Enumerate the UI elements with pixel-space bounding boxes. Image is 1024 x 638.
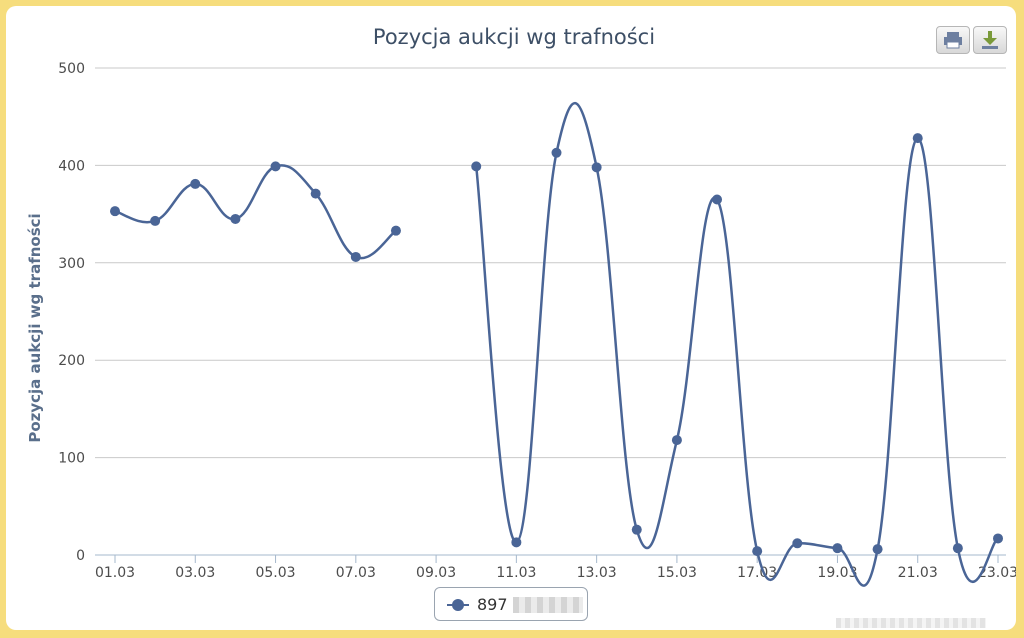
data-point[interactable] bbox=[993, 533, 1003, 544]
printer-icon bbox=[944, 32, 962, 49]
data-point[interactable] bbox=[270, 161, 281, 172]
series-points bbox=[110, 133, 1003, 557]
y-axis-label: Pozycja aukcji wg trafności bbox=[26, 213, 44, 442]
x-tick-label: 11.03 bbox=[496, 565, 536, 581]
data-point[interactable] bbox=[230, 213, 241, 224]
chart-credits-redacted bbox=[836, 618, 986, 628]
x-tick-label: 15.03 bbox=[657, 565, 697, 581]
y-tick-label: 400 bbox=[58, 158, 85, 174]
grid-layer: 0 100 200 300 400 500 bbox=[58, 61, 1006, 564]
data-point[interactable] bbox=[671, 435, 682, 446]
x-tick-label: 09.03 bbox=[416, 565, 456, 581]
series-line-segment bbox=[114, 164, 397, 260]
y-tick-label: 200 bbox=[58, 353, 85, 369]
data-point[interactable] bbox=[872, 544, 883, 555]
x-tick-label: 01.03 bbox=[95, 565, 135, 581]
x-tick-label: 05.03 bbox=[255, 565, 295, 581]
data-point[interactable] bbox=[912, 133, 923, 144]
data-point[interactable] bbox=[471, 161, 482, 172]
x-tick-label: 13.03 bbox=[577, 565, 617, 581]
data-point[interactable] bbox=[190, 178, 201, 189]
legend-dot-marker bbox=[452, 599, 464, 611]
chart-frame: Pozycja aukcji wg trafności Pozycja aukc… bbox=[6, 6, 1016, 630]
y-tick-label: 500 bbox=[58, 61, 85, 77]
x-tick-label: 21.03 bbox=[898, 565, 938, 581]
data-point[interactable] bbox=[712, 194, 723, 205]
data-point[interactable] bbox=[110, 206, 120, 217]
legend-label: 897 bbox=[477, 595, 508, 614]
data-point[interactable] bbox=[310, 188, 321, 199]
data-point[interactable] bbox=[792, 538, 803, 549]
line-chart: Pozycja aukcji wg trafności Pozycja aukc… bbox=[26, 25, 1016, 587]
legend-item[interactable]: 897 bbox=[434, 587, 588, 621]
series-line-segment bbox=[474, 102, 999, 587]
y-tick-label: 300 bbox=[58, 256, 85, 272]
x-tick-label: 19.03 bbox=[817, 565, 857, 581]
download-icon bbox=[982, 31, 998, 49]
print-button[interactable] bbox=[936, 26, 970, 54]
data-point[interactable] bbox=[832, 543, 843, 554]
download-button[interactable] bbox=[973, 26, 1007, 54]
chart-title: Pozycja aukcji wg trafności bbox=[373, 25, 655, 49]
data-point[interactable] bbox=[350, 251, 361, 262]
series-lines bbox=[114, 102, 999, 587]
data-point[interactable] bbox=[752, 546, 763, 557]
x-axis: 01.03 03.03 05.03 07.03 09.03 11.03 13.03 15.03… bbox=[95, 554, 1016, 581]
data-point[interactable] bbox=[511, 537, 522, 548]
data-point[interactable] bbox=[631, 524, 642, 535]
data-point[interactable] bbox=[551, 147, 562, 158]
data-point[interactable] bbox=[591, 162, 602, 173]
y-tick-label: 0 bbox=[76, 548, 85, 564]
legend-label-redacted bbox=[513, 597, 583, 613]
x-tick-label: 07.03 bbox=[336, 565, 376, 581]
y-tick-label: 100 bbox=[58, 451, 85, 467]
x-tick-label: 23.03 bbox=[978, 565, 1016, 581]
data-point[interactable] bbox=[150, 215, 161, 226]
data-point[interactable] bbox=[390, 225, 401, 236]
data-point[interactable] bbox=[952, 543, 963, 554]
x-tick-label: 03.03 bbox=[175, 565, 215, 581]
